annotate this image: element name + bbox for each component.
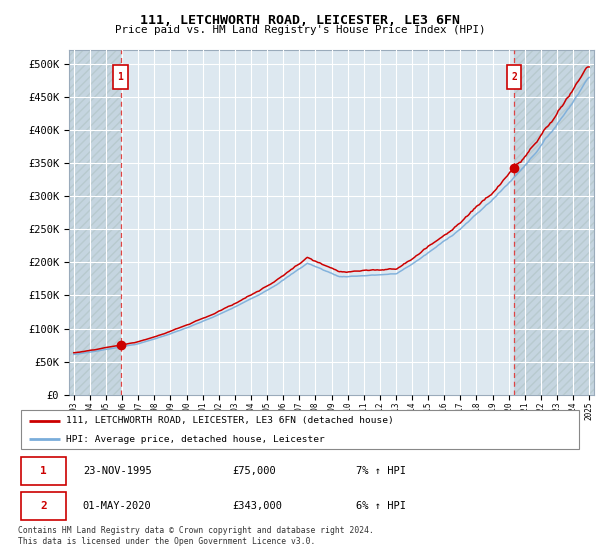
Bar [514,50,594,395]
Text: 2: 2 [511,72,517,82]
Text: 6% ↑ HPI: 6% ↑ HPI [356,501,406,511]
FancyBboxPatch shape [113,65,128,89]
Text: 01-MAY-2020: 01-MAY-2020 [83,501,152,511]
Text: 111, LETCHWORTH ROAD, LEICESTER, LE3 6FN (detached house): 111, LETCHWORTH ROAD, LEICESTER, LE3 6FN… [66,416,394,425]
FancyBboxPatch shape [21,410,579,449]
FancyBboxPatch shape [507,65,521,89]
Bar [69,50,121,395]
Text: £75,000: £75,000 [232,466,276,476]
Text: HPI: Average price, detached house, Leicester: HPI: Average price, detached house, Leic… [66,435,325,444]
Bar [514,50,594,395]
Text: 7% ↑ HPI: 7% ↑ HPI [356,466,406,476]
Text: £343,000: £343,000 [232,501,283,511]
Text: Price paid vs. HM Land Registry's House Price Index (HPI): Price paid vs. HM Land Registry's House … [115,25,485,35]
FancyBboxPatch shape [21,457,66,485]
Bar [69,50,121,395]
Text: 1: 1 [118,72,124,82]
Text: 111, LETCHWORTH ROAD, LEICESTER, LE3 6FN: 111, LETCHWORTH ROAD, LEICESTER, LE3 6FN [140,14,460,27]
Text: 1: 1 [40,466,47,476]
Text: Contains HM Land Registry data © Crown copyright and database right 2024.
This d: Contains HM Land Registry data © Crown c… [18,526,374,546]
Text: 2: 2 [40,501,47,511]
Text: 23-NOV-1995: 23-NOV-1995 [83,466,152,476]
FancyBboxPatch shape [21,492,66,520]
